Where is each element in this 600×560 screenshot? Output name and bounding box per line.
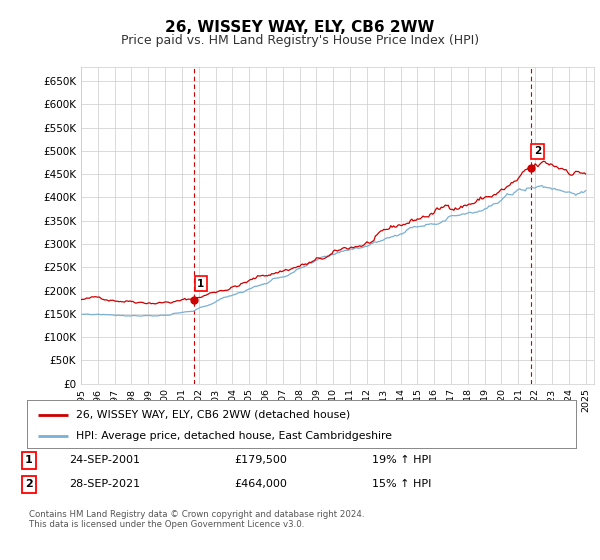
Text: £464,000: £464,000 <box>234 479 287 489</box>
Text: 24-SEP-2001: 24-SEP-2001 <box>69 455 140 465</box>
Text: 26, WISSEY WAY, ELY, CB6 2WW: 26, WISSEY WAY, ELY, CB6 2WW <box>166 20 434 35</box>
Text: 26, WISSEY WAY, ELY, CB6 2WW (detached house): 26, WISSEY WAY, ELY, CB6 2WW (detached h… <box>76 410 350 419</box>
Text: 1: 1 <box>197 279 205 289</box>
Text: Price paid vs. HM Land Registry's House Price Index (HPI): Price paid vs. HM Land Registry's House … <box>121 34 479 46</box>
Text: 28-SEP-2021: 28-SEP-2021 <box>69 479 140 489</box>
Text: HPI: Average price, detached house, East Cambridgeshire: HPI: Average price, detached house, East… <box>76 431 392 441</box>
Text: 15% ↑ HPI: 15% ↑ HPI <box>372 479 431 489</box>
Text: 19% ↑ HPI: 19% ↑ HPI <box>372 455 431 465</box>
Text: Contains HM Land Registry data © Crown copyright and database right 2024.
This d: Contains HM Land Registry data © Crown c… <box>29 510 364 529</box>
Text: 2: 2 <box>25 479 32 489</box>
Text: 2: 2 <box>533 146 541 156</box>
Text: £179,500: £179,500 <box>234 455 287 465</box>
Text: 1: 1 <box>25 455 32 465</box>
